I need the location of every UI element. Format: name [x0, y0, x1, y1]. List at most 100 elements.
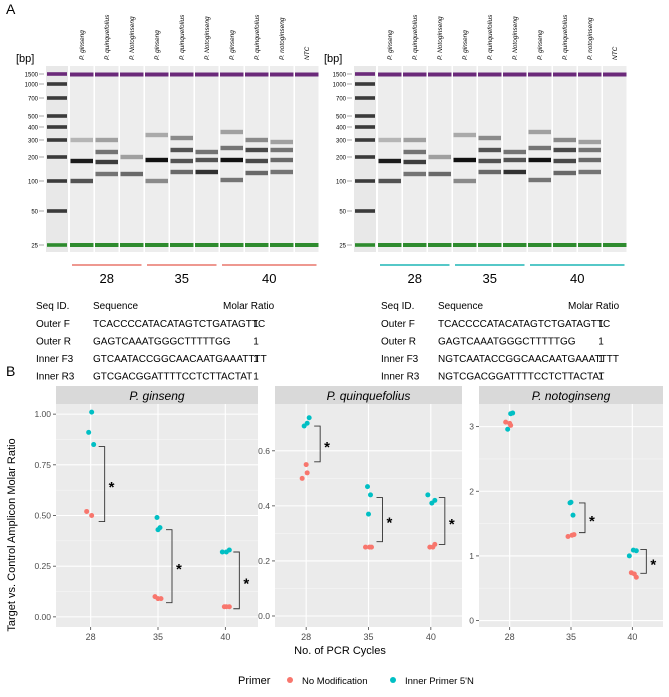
gel-right-lane-label: P. quinquefolius: [487, 14, 494, 60]
data-point: [366, 511, 371, 517]
gel-left: [bp] 1500 1000 700 500 400 300 200 100 50 25 P. gin…: [16, 14, 319, 286]
y-axis-label: Target vs. Control Amplicon Molar Ratio: [6, 438, 18, 631]
gel-left-sample-band: [245, 158, 268, 164]
gel-left-marker-band-upper: [295, 72, 319, 77]
gel-right-sample-band: [528, 157, 551, 163]
table-right-seq-id: Outer F: [381, 319, 415, 330]
gel-right-marker-band-lower: [528, 243, 552, 247]
y-tick-label: 0.50: [34, 511, 51, 521]
significance-star: *: [387, 515, 393, 532]
gel-left-cycle-group-label: 28: [100, 271, 114, 286]
gel-left-marker-band-lower: [170, 243, 194, 247]
gel-left-sample-band: [270, 169, 293, 175]
gel-left-sample-band: [195, 157, 218, 163]
data-point: [306, 415, 312, 421]
data-point: [630, 547, 636, 553]
table-left-header: Molar Ratio: [223, 301, 275, 312]
gel-left-sample-band: [245, 137, 268, 143]
gel-left-lane-label: P. ginseng: [79, 30, 86, 60]
x-tick-label: 35: [363, 632, 373, 642]
gel-left-sample-band: [270, 157, 293, 163]
table-right-sequence: TCACCCCATACATAGTCTGATAGTTC: [438, 319, 610, 330]
gel-left-ladder-band: [47, 96, 67, 100]
gel-right-ladder-band: [355, 125, 375, 129]
significance-bracket: [438, 497, 446, 545]
gel-left-marker-band-upper: [145, 72, 169, 77]
gel-left-lane-label: P. Notoginseng: [129, 16, 136, 60]
gel-right-lane-label: P. ginseng: [462, 30, 469, 60]
gel-left-marker-band-lower: [220, 243, 244, 247]
gel-left-cycle-group-label: 35: [175, 271, 189, 286]
y-tick-label: 0.25: [34, 561, 51, 571]
gel-right-sample-band: [553, 170, 576, 176]
table-right-seq-id: Inner R3: [381, 372, 420, 383]
gel-left-marker-band-upper: [70, 72, 94, 77]
data-point: [368, 492, 373, 498]
significance-star: *: [176, 561, 182, 578]
table-right-header: Molar Ratio: [568, 301, 620, 312]
gel-left-sample-band: [95, 159, 118, 165]
significance-bracket: [579, 502, 586, 534]
gel-right-sample-band: [478, 158, 501, 164]
gel-right-marker-band-upper: [453, 72, 477, 77]
x-tick-label: 28: [86, 632, 96, 642]
y-tick-label: 0.6: [258, 446, 270, 456]
table-right-header: Seq ID.: [381, 301, 414, 312]
gel-right-ladder-band: [355, 179, 375, 183]
gel-left-sample-band: [195, 149, 218, 155]
panel-a-label: A: [6, 1, 16, 17]
table-left-seq-id: Outer R: [36, 337, 71, 348]
table-right-seq-id: Inner F3: [381, 354, 419, 365]
legend-title: Primer: [238, 675, 271, 687]
gel-left-sample-band: [170, 158, 193, 164]
y-tick-label: 0.4: [258, 501, 270, 511]
gel-right-ladder-band: [355, 82, 375, 86]
data-point: [565, 534, 571, 540]
gel-right-marker-band-upper: [403, 72, 427, 77]
data-point: [303, 462, 309, 468]
gel-left-marker-band-upper: [120, 72, 144, 77]
y-tick-label: 0.2: [258, 556, 270, 566]
gel-left-ladder-band: [47, 138, 67, 142]
primer-table-right: Seq ID. Sequence Molar Ratio Outer F TCACCCC…: [381, 301, 620, 383]
gel-right-marker-band-upper: [528, 72, 552, 77]
significance-bracket: [233, 551, 240, 610]
data-point: [365, 484, 370, 490]
facet-title: P. ginseng: [129, 389, 184, 403]
gel-left-sample-band: [95, 149, 118, 155]
x-tick-label: 40: [220, 632, 230, 642]
table-right-sequence: NGTCAATACCGGCAACAATGAAATTTT: [438, 354, 619, 365]
table-left-sequence: TCACCCCATACATAGTCTGATAGTTC: [93, 319, 265, 330]
table-left-sequence: GTCAATACCGGCAACAATGAAATTTT: [93, 354, 267, 365]
y-tick-label: 3: [469, 422, 474, 432]
gel-left-sample-band: [170, 169, 193, 175]
gel-left-sample-band: [245, 170, 268, 176]
gel-right-marker-band-upper: [478, 72, 502, 77]
table-left-sequence: GTCGACGGATTTTCCTCTTACTAT: [93, 372, 252, 383]
table-left-seq-id: Inner F3: [36, 354, 74, 365]
table-left-molar-ratio: 1: [253, 354, 259, 365]
x-tick-label: 28: [301, 632, 311, 642]
table-right-molar-ratio: 1: [598, 354, 604, 365]
data-point: [221, 604, 227, 610]
gel-right-sample-band: [528, 145, 551, 151]
gel-right-ladder-label: 25: [339, 244, 346, 250]
data-point: [568, 499, 574, 505]
legend-label-no-modification: No Modification: [302, 676, 367, 687]
gel-left-cycle-group-label: 40: [262, 271, 276, 286]
data-point: [570, 512, 576, 518]
gel-right-cycle-group-label: 28: [408, 271, 422, 286]
data-point: [425, 492, 431, 498]
gel-left-marker-band-lower: [295, 243, 319, 247]
gel-left-lane-label: P. Notoginseng: [204, 16, 211, 60]
gel-left-ladder-label: 50: [31, 210, 38, 216]
data-point: [223, 549, 229, 555]
table-left-header: Seq ID.: [36, 301, 69, 312]
gel-right-ladder-label: 300: [336, 139, 347, 145]
gel-right-lane: [603, 66, 627, 252]
significance-bracket: [640, 548, 647, 574]
gel-left-marker-band-lower: [195, 243, 219, 247]
gel-left-ladder-band: [47, 179, 67, 183]
gel-left-ladder-label: 100: [28, 180, 39, 186]
gel-left-sample-band: [270, 147, 293, 153]
